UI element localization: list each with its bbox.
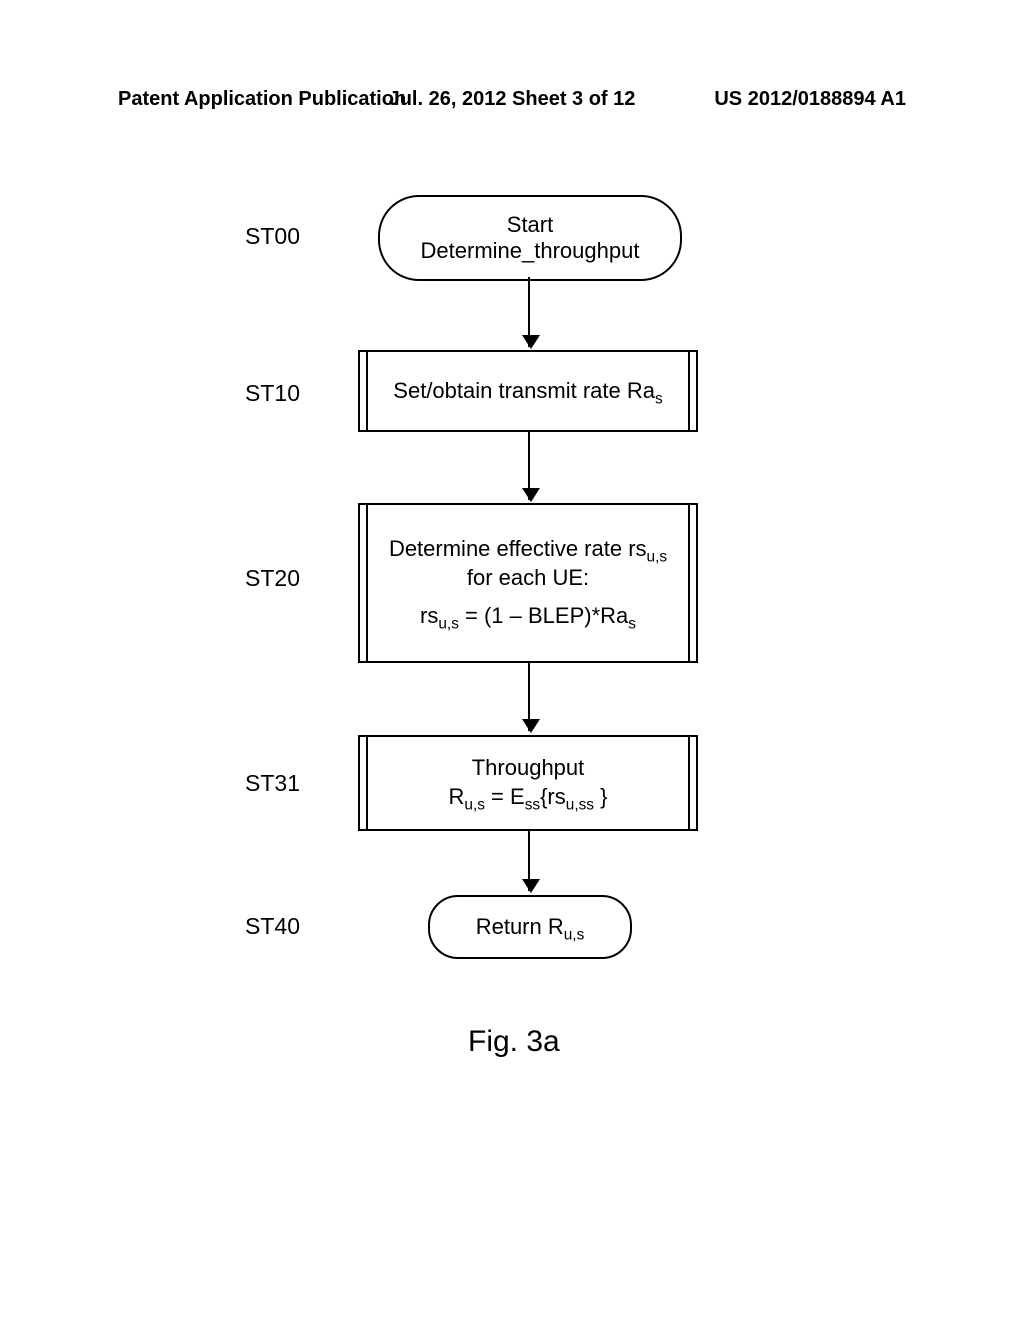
st31-line2d: } (594, 784, 607, 809)
start-line1: Start (507, 212, 553, 238)
st20-line1: Determine effective rate rsu,s (389, 535, 667, 564)
st31-line1: Throughput (472, 754, 585, 783)
st20-line1-sub: u,s (647, 549, 668, 566)
st31-line2c: {rs (540, 784, 566, 809)
node-return: Return Ru,s (428, 895, 632, 959)
st10-sub: s (655, 390, 663, 407)
figure-caption: Fig. 3a (468, 1025, 560, 1059)
page: Patent Application Publication Jul. 26, … (0, 0, 1024, 1320)
st31-line2: Ru,s = Ess{rsu,ss } (449, 783, 608, 812)
st10-text: Set/obtain transmit rate Ras (393, 377, 662, 406)
node-st31: Throughput Ru,s = Ess{rsu,ss } (358, 735, 698, 831)
header-right: US 2012/0188894 A1 (714, 88, 906, 111)
st20-line2: for each UE: (467, 564, 589, 593)
arrow-2 (528, 432, 530, 500)
label-st00: ST00 (230, 223, 300, 250)
node-st10: Set/obtain transmit rate Ras (358, 350, 698, 432)
arrow-4 (528, 831, 530, 891)
label-st40: ST40 (230, 913, 300, 940)
node-start: Start Determine_throughput (378, 195, 682, 281)
return-text: Return Ru,s (476, 914, 585, 940)
label-st31: ST31 (230, 770, 300, 797)
st31-l2-sub3: u,ss (566, 796, 594, 813)
start-line2: Determine_throughput (421, 238, 640, 264)
return-sub: u,s (564, 926, 585, 943)
st31-line2a: R (449, 784, 465, 809)
st31-l2-sub2: ss (525, 796, 540, 813)
st20-line3a: rs (420, 603, 438, 628)
node-st20: Determine effective rate rsu,s for each … (358, 503, 698, 663)
st31-l2-sub1: u,s (464, 796, 485, 813)
return-a: Return R (476, 914, 564, 939)
st20-line3-sub1: u,s (438, 616, 459, 633)
label-st20: ST20 (230, 565, 300, 592)
arrow-3 (528, 663, 530, 731)
st31-line2b: = E (485, 784, 525, 809)
arrow-1 (528, 277, 530, 347)
st20-line3: rsu,s = (1 – BLEP)*Ras (420, 602, 636, 631)
st20-line1a: Determine effective rate rs (389, 536, 647, 561)
label-st10: ST10 (230, 380, 300, 407)
st20-line3b: = (1 – BLEP)*Ra (459, 603, 628, 628)
st10-text-main: Set/obtain transmit rate Ra (393, 378, 655, 403)
st20-line3-sub2: s (628, 616, 636, 633)
